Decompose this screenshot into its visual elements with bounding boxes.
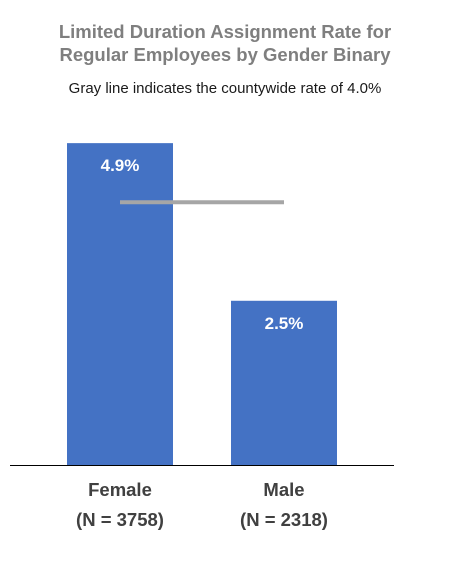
- chart-subtitle: Gray line indicates the countywide rate …: [68, 80, 382, 97]
- data-label-female: 4.9%: [101, 156, 140, 175]
- category-count-male: (N = 2318): [240, 509, 328, 530]
- category-label-male: Male: [263, 479, 304, 500]
- bar-male: [231, 300, 337, 465]
- data-label-male: 2.5%: [265, 314, 304, 333]
- category-label-female: Female: [88, 479, 152, 500]
- bar-female: [67, 143, 173, 465]
- chart-title: Limited Duration Assignment Rate for Reg…: [58, 21, 392, 65]
- category-count-female: (N = 3758): [76, 509, 164, 530]
